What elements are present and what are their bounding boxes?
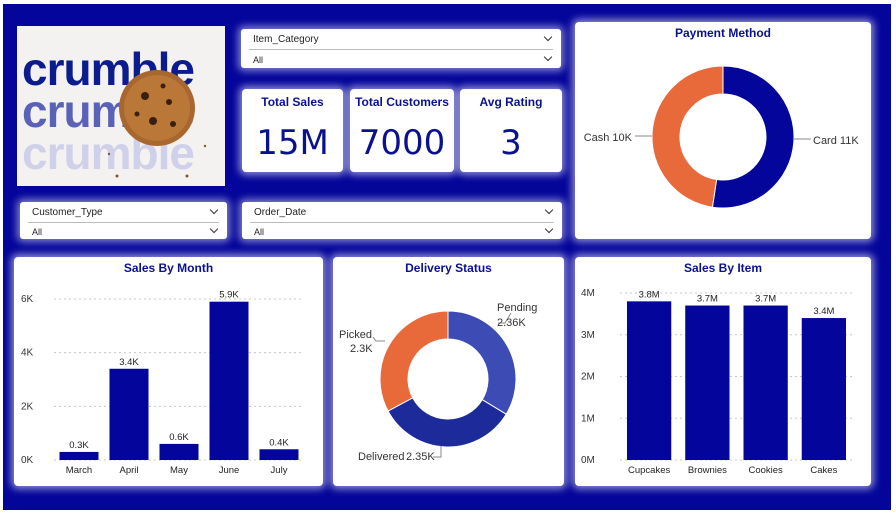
chart-title: Delivery Status bbox=[405, 261, 492, 275]
kpi-value: 3 bbox=[500, 123, 522, 163]
chevron-down-icon[interactable] bbox=[209, 205, 219, 215]
data-label: 3.4M bbox=[813, 306, 834, 317]
bar bbox=[801, 318, 847, 460]
bar bbox=[743, 305, 788, 460]
payment-method-chart: Card 11K Cash 10K bbox=[584, 65, 859, 209]
data-label: 0.6K bbox=[169, 432, 189, 443]
brand-logo: crumble crumble crumble bbox=[17, 26, 225, 186]
customer-type-label: Customer_Type bbox=[32, 207, 103, 218]
slicer-divider bbox=[28, 222, 219, 223]
x-tick-label: March bbox=[66, 465, 92, 476]
slice-value: 2.35K bbox=[406, 451, 435, 463]
kpi-label: Total Customers bbox=[355, 95, 449, 109]
donut-slice bbox=[651, 65, 724, 208]
kpi-label: Total Sales bbox=[261, 95, 324, 109]
x-tick-label: April bbox=[119, 465, 138, 476]
bar bbox=[626, 301, 672, 460]
slicer-divider bbox=[250, 222, 554, 223]
donut-slice bbox=[379, 310, 449, 412]
kpi-card-avg-rating: Avg Rating 3 bbox=[460, 89, 562, 172]
x-tick-label: Cupcakes bbox=[628, 465, 670, 476]
bar bbox=[159, 443, 199, 460]
payment-method-card: Payment Method Card 11K Cash 10K bbox=[575, 22, 871, 239]
kpi-card-total-customers: Total Customers 7000 bbox=[350, 89, 454, 172]
slice-name: Pending bbox=[497, 302, 537, 314]
customer-type-value[interactable]: All bbox=[32, 227, 43, 237]
chevron-down-icon[interactable] bbox=[543, 52, 553, 62]
slicer-divider bbox=[249, 49, 553, 50]
customer-type-slicer[interactable]: Customer_Type All bbox=[20, 202, 227, 239]
order-date-label: Order_Date bbox=[254, 207, 307, 218]
kpi-value: 15M bbox=[256, 123, 329, 163]
y-tick-label: 4M bbox=[581, 288, 595, 299]
sales-by-month-card: Sales By Month 0K 2K 4K 6K 0.3K March 3.4K Apri… bbox=[14, 257, 323, 486]
kpi-card-total-sales: Total Sales 15M bbox=[242, 89, 343, 172]
slice-value: 2.36K bbox=[497, 317, 526, 329]
slice-name: Picked bbox=[339, 329, 372, 341]
y-tick-label: 1M bbox=[581, 413, 595, 424]
y-tick-label: 6K bbox=[21, 294, 34, 305]
data-label: 3.7M bbox=[697, 294, 718, 305]
leader-line bbox=[498, 312, 512, 324]
chart-title: Sales By Month bbox=[123, 261, 214, 275]
sales-by-month-chart: 0K 2K 4K 6K 0.3K March 3.4K April 0.6K May 5.9K Jun… bbox=[21, 290, 304, 476]
delivery-status-chart: Pending 2.36K Delivered 2.35K Picked 2.3K bbox=[339, 302, 537, 463]
chart-title: Payment Method bbox=[674, 26, 771, 40]
item-category-label: Item_Category bbox=[253, 34, 319, 45]
slice-label: Card 11K bbox=[813, 135, 859, 147]
chevron-down-icon[interactable] bbox=[544, 224, 554, 234]
donut-slice bbox=[387, 397, 507, 448]
slice-name: Delivered bbox=[358, 451, 404, 463]
leader-line bbox=[433, 446, 442, 458]
slice-value: 2.3K bbox=[350, 343, 373, 355]
donut-slice bbox=[711, 65, 795, 209]
data-label: 5.9K bbox=[219, 290, 239, 301]
leader-line bbox=[372, 336, 385, 342]
kpi-value: 7000 bbox=[358, 123, 446, 163]
x-tick-label: Brownies bbox=[688, 465, 727, 476]
bar bbox=[685, 305, 730, 460]
slice-label: Cash 10K bbox=[584, 132, 633, 144]
chevron-down-icon[interactable] bbox=[543, 32, 553, 42]
x-tick-label: July bbox=[271, 465, 288, 476]
y-tick-label: 0M bbox=[581, 455, 595, 466]
y-tick-label: 4K bbox=[21, 348, 34, 359]
data-label: 3.8M bbox=[639, 289, 660, 300]
kpi-label: Avg Rating bbox=[479, 95, 543, 109]
data-label: 0.4K bbox=[269, 437, 289, 448]
chevron-down-icon[interactable] bbox=[544, 205, 554, 215]
x-tick-label: Cookies bbox=[748, 465, 783, 476]
y-tick-label: 2K bbox=[21, 401, 34, 412]
bar bbox=[209, 301, 249, 460]
data-label: 0.3K bbox=[69, 440, 89, 451]
order-date-value[interactable]: All bbox=[254, 227, 265, 237]
bar bbox=[259, 449, 299, 460]
x-tick-label: June bbox=[219, 465, 240, 476]
order-date-slicer[interactable]: Order_Date All bbox=[242, 202, 562, 239]
data-label: 3.4K bbox=[119, 357, 139, 368]
bar bbox=[109, 368, 149, 460]
y-tick-label: 3M bbox=[581, 330, 595, 341]
y-tick-label: 2M bbox=[581, 372, 595, 383]
sales-by-item-chart: 0M 1M 2M 3M 4M 3.8M Cupcakes 3.7M Brownies 3.7M Co… bbox=[581, 288, 853, 476]
chart-title: Sales By Item bbox=[683, 261, 763, 275]
y-tick-label: 0K bbox=[21, 455, 34, 466]
sales-by-item-card: Sales By Item 0M 1M 2M 3M 4M 3.8M Cupcakes 3.7M… bbox=[575, 257, 871, 486]
item-category-slicer[interactable]: Item_Category All bbox=[241, 29, 561, 68]
item-category-value[interactable]: All bbox=[253, 55, 264, 65]
chevron-down-icon[interactable] bbox=[209, 224, 219, 234]
x-tick-label: May bbox=[170, 465, 188, 476]
cookie-image bbox=[107, 70, 207, 178]
bar bbox=[59, 451, 99, 460]
delivery-status-card: Delivery Status Pending 2.36K Delivered 2.3… bbox=[333, 257, 564, 486]
data-label: 3.7M bbox=[755, 294, 776, 305]
x-tick-label: Cakes bbox=[810, 465, 837, 476]
